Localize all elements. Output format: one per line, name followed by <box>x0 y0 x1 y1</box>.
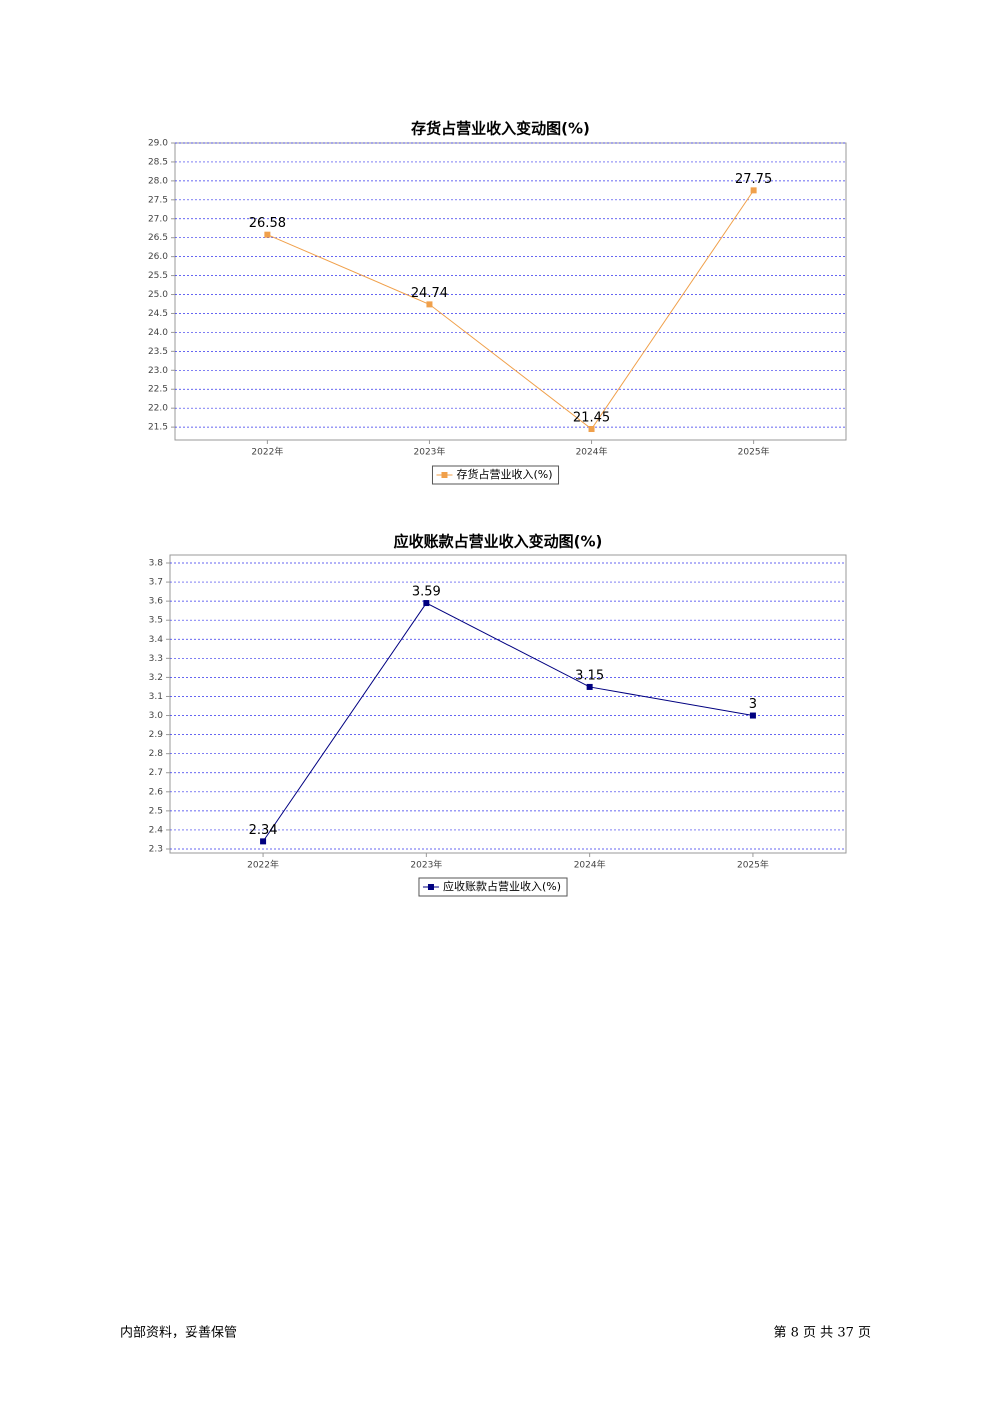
legend-swatch <box>427 884 434 890</box>
plot-area <box>169 554 847 854</box>
legend-swatch <box>441 472 448 478</box>
y-tick-label: 3.2 <box>149 673 163 683</box>
plot-area <box>174 142 847 441</box>
y-tick-label: 25.0 <box>148 290 168 300</box>
x-tick-label: 2023年 <box>410 859 442 871</box>
x-tick-label: 2025年 <box>738 446 770 458</box>
y-tick-label: 23.0 <box>148 366 168 376</box>
y-tick-label: 3.3 <box>149 654 163 664</box>
y-tick-label: 3.4 <box>149 635 164 645</box>
marker <box>749 712 756 719</box>
y-tick-label: 2.9 <box>149 730 164 740</box>
marker <box>586 683 593 690</box>
y-tick-label: 22.0 <box>148 404 168 414</box>
marker <box>588 426 595 433</box>
y-tick-label: 28.0 <box>148 176 168 186</box>
y-tick-label: 3.8 <box>149 559 164 569</box>
y-tick-label: 2.7 <box>149 768 163 778</box>
line <box>267 190 755 430</box>
value-label: 3.15 <box>575 668 604 683</box>
y-tick-label: 3.0 <box>149 711 164 721</box>
y-tick-label: 26.0 <box>148 252 168 262</box>
legend-box <box>431 465 560 485</box>
marker <box>750 187 757 194</box>
y-tick-label: 3.6 <box>149 597 164 607</box>
y-tick-label: 2.5 <box>149 806 163 816</box>
value-label: 26.58 <box>249 216 286 231</box>
value-label: 3 <box>749 697 757 712</box>
y-tick-label: 26.5 <box>148 233 168 243</box>
footer-note: 内部资料，妥善保管 <box>120 1325 237 1341</box>
y-tick-label: 22.5 <box>148 385 168 395</box>
legend-label: 应收账款占营业收入(%) <box>443 879 561 893</box>
value-label: 3.59 <box>412 585 441 600</box>
y-tick-label: 29.0 <box>148 139 168 149</box>
y-tick-label: 28.5 <box>148 157 168 167</box>
legend-box <box>418 877 568 897</box>
x-tick-label: 2022年 <box>247 859 279 871</box>
marker <box>260 838 267 845</box>
y-tick-label: 3.5 <box>149 616 163 626</box>
value-label: 21.45 <box>573 411 610 426</box>
marker <box>423 600 430 607</box>
x-tick-label: 2024年 <box>576 446 608 458</box>
y-tick-label: 21.5 <box>148 423 168 433</box>
y-tick-label: 27.0 <box>148 214 168 224</box>
value-label: 27.75 <box>735 172 772 187</box>
x-tick-label: 2024年 <box>574 859 606 871</box>
y-tick-label: 24.5 <box>148 309 168 319</box>
value-label: 2.34 <box>249 823 278 838</box>
marker <box>264 231 271 238</box>
y-tick-label: 3.1 <box>149 692 163 702</box>
value-label: 24.74 <box>411 286 448 301</box>
legend-label: 存货占营业收入(%) <box>456 467 552 481</box>
y-tick-label: 27.5 <box>148 195 168 205</box>
y-tick-label: 2.3 <box>149 844 163 854</box>
x-tick-label: 2025年 <box>737 859 769 871</box>
y-tick-label: 2.6 <box>149 787 164 797</box>
footer-page: 第 8 页 共 37 页 <box>774 1326 871 1341</box>
y-tick-label: 25.5 <box>148 271 168 281</box>
y-tick-label: 2.8 <box>149 749 164 759</box>
x-tick-label: 2023年 <box>414 446 446 458</box>
chart-title: 应收账款占营业收入变动图(%) <box>394 533 603 551</box>
y-tick-label: 24.0 <box>148 328 168 338</box>
x-tick-label: 2022年 <box>251 446 283 458</box>
y-tick-label: 23.5 <box>148 347 168 357</box>
marker <box>426 301 433 308</box>
y-tick-label: 3.7 <box>149 578 163 588</box>
chart-title: 存货占营业收入变动图(%) <box>411 120 590 138</box>
line <box>262 602 754 842</box>
y-tick-label: 2.4 <box>149 825 164 835</box>
